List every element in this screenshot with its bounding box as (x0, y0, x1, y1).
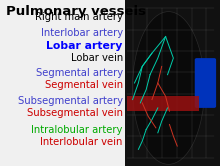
Text: Segmental vein: Segmental vein (45, 80, 123, 90)
Text: Interlobular vein: Interlobular vein (40, 137, 123, 147)
Text: Interlobar artery: Interlobar artery (41, 28, 123, 38)
Text: Subsegmental vein: Subsegmental vein (27, 108, 123, 118)
Text: Lobar artery: Lobar artery (46, 42, 123, 51)
Text: Segmental artery: Segmental artery (36, 68, 123, 78)
Text: Right main artery: Right main artery (35, 12, 123, 22)
Bar (125, 0, 220, 166)
Text: Pulmonary vessels: Pulmonary vessels (6, 5, 146, 18)
Text: Lobar vein: Lobar vein (71, 53, 123, 63)
Bar (127, 96, 199, 111)
Text: Intralobular artery: Intralobular artery (31, 125, 123, 135)
FancyBboxPatch shape (195, 58, 216, 108)
Text: Subsegmental artery: Subsegmental artery (18, 96, 123, 106)
Ellipse shape (133, 12, 204, 164)
